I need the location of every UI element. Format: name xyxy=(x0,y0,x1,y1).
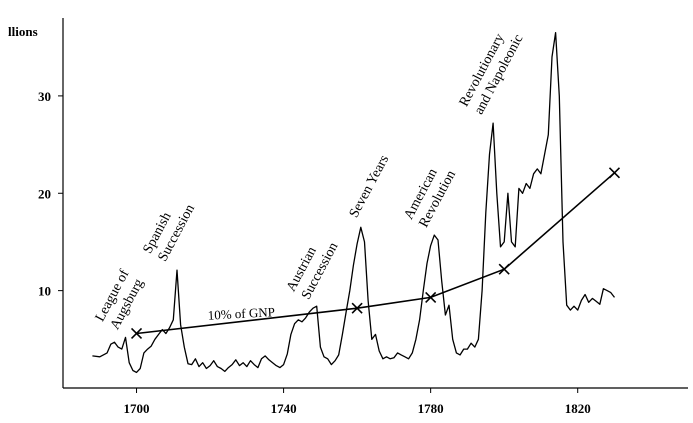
x-tick-label: 1700 xyxy=(124,401,150,416)
y-tick-label: 30 xyxy=(38,89,51,104)
x-tick-label: 1820 xyxy=(565,401,591,416)
markers: 10% of GNP xyxy=(130,167,621,340)
gnp-series-label: 10% of GNP xyxy=(207,304,275,322)
y-tick-label: 10 xyxy=(38,284,51,299)
gnp-x-marker xyxy=(498,263,510,275)
axes xyxy=(62,18,688,389)
y-unit-label: llions xyxy=(8,24,38,39)
spending-series-line xyxy=(92,31,616,374)
ticks: 1700 1740 1780 1820 10 20 30 xyxy=(38,89,591,416)
x-tick-label: 1780 xyxy=(418,401,444,416)
x-tick-label: 1740 xyxy=(271,401,297,416)
y-tick-label: 20 xyxy=(38,186,51,201)
gnp-x-marker xyxy=(425,291,437,304)
war-label: Seven Years xyxy=(347,153,392,220)
gnp-x-marker xyxy=(608,167,621,179)
war-label-line: Seven Years xyxy=(347,153,392,220)
gnp-x-marker xyxy=(130,327,143,340)
gnp-x-marker xyxy=(351,302,363,314)
